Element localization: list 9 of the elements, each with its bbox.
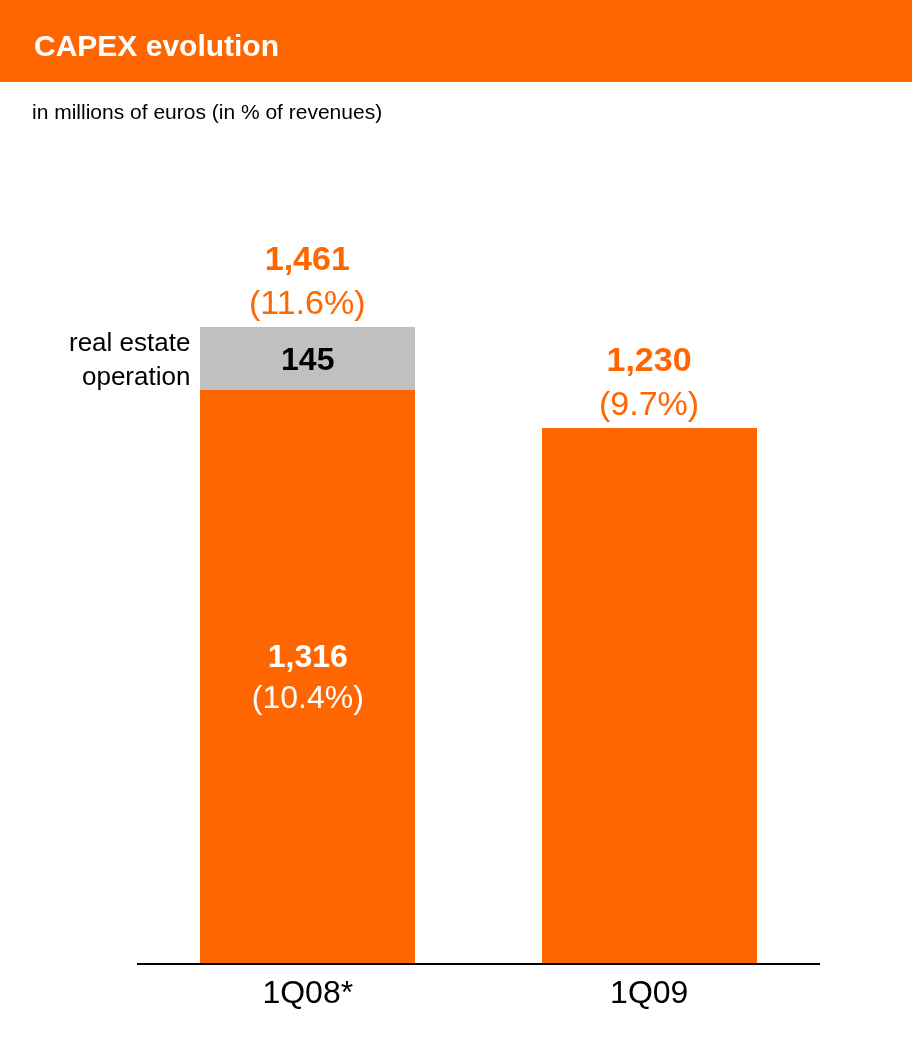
total-label: 1,461 (11.6%) — [249, 239, 366, 322]
chart-title: CAPEX evolution — [34, 29, 280, 62]
total-label: 1,230 (9.7%) — [599, 340, 700, 423]
series-label: real estate operation — [69, 327, 191, 391]
data-label: 1,316 (10.4%) — [251, 637, 364, 716]
x-tick-label: 1Q08* — [262, 974, 354, 1011]
data-label: 145 — [281, 340, 335, 377]
x-tick-label: 1Q09 — [610, 974, 689, 1011]
chart-subtitle: in millions of euros (in % of revenues) — [32, 100, 383, 123]
